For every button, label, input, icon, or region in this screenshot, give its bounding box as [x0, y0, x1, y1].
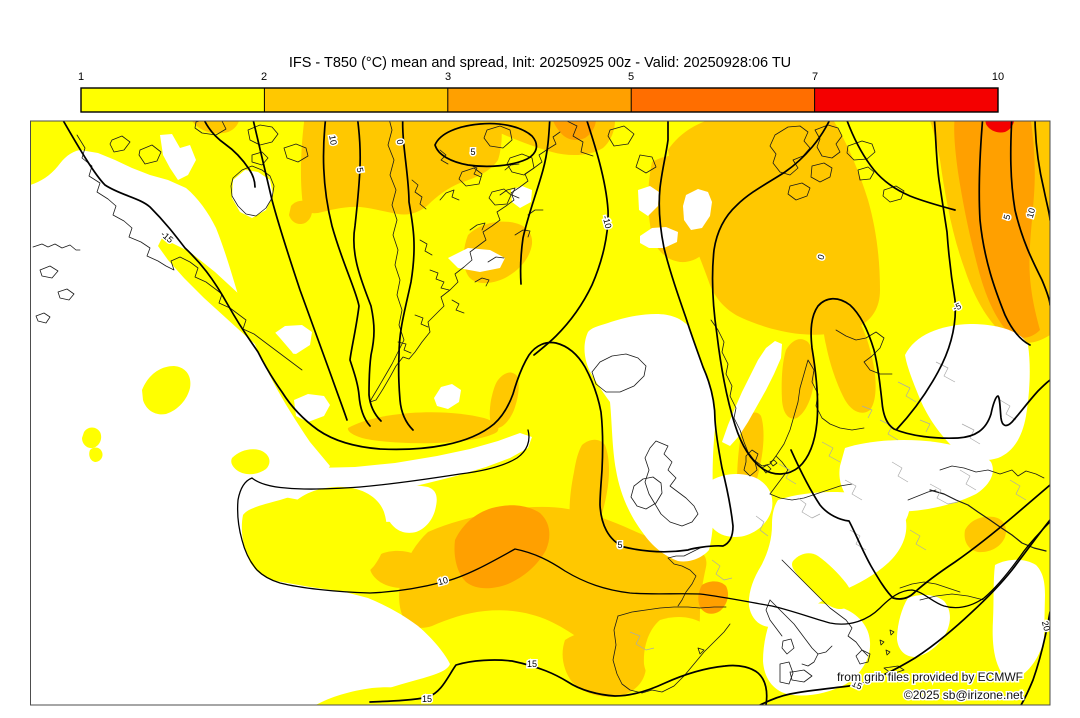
svg-text:IFS - T850 (°C) mean and sprea: IFS - T850 (°C) mean and spread, Init: 2… [289, 55, 791, 71]
svg-text:15: 15 [422, 694, 432, 704]
svg-text:10: 10 [992, 71, 1004, 83]
svg-text:5: 5 [355, 167, 366, 174]
svg-text:0: 0 [815, 253, 826, 261]
svg-text:10: 10 [1025, 207, 1037, 219]
svg-text:0: 0 [395, 139, 406, 146]
svg-text:2: 2 [261, 71, 267, 83]
svg-text:1: 1 [78, 71, 84, 83]
svg-text:7: 7 [812, 71, 818, 83]
svg-text:5: 5 [617, 540, 622, 550]
svg-text:20: 20 [1040, 620, 1052, 632]
svg-text:15: 15 [527, 659, 537, 669]
svg-text:from grib files provided by EC: from grib files provided by ECMWF [837, 670, 1023, 684]
svg-text:3: 3 [445, 71, 451, 83]
svg-text:©2025 sb@irizone.net: ©2025 sb@irizone.net [904, 688, 1024, 702]
svg-text:10: 10 [437, 575, 449, 587]
svg-text:5: 5 [1002, 213, 1013, 220]
svg-text:5: 5 [628, 71, 634, 83]
svg-text:5: 5 [470, 147, 475, 157]
svg-text:10: 10 [327, 134, 339, 146]
